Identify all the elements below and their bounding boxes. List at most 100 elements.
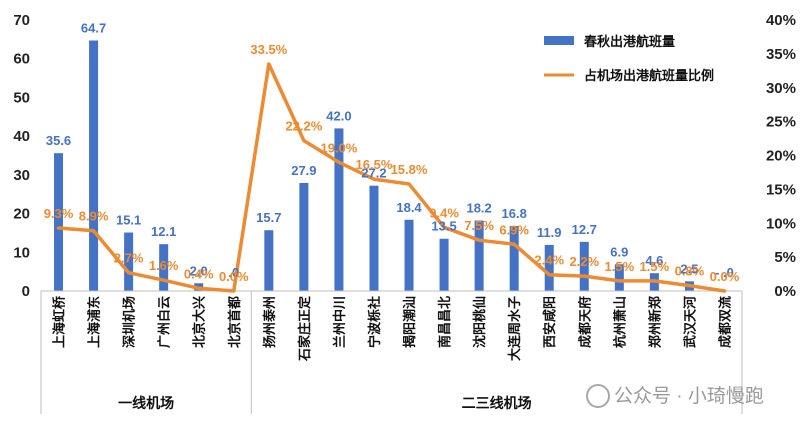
line-value-label: 6.9% xyxy=(499,222,529,237)
x-tick-label: 上海虹桥 xyxy=(52,295,67,348)
y-left-tick-label: 60 xyxy=(13,51,30,68)
bar-value-label: 11.9 xyxy=(537,225,562,240)
bar-value-label: 15.1 xyxy=(116,213,141,228)
x-tick-label: 成都天府 xyxy=(577,296,592,348)
line-value-label: 16.5% xyxy=(356,157,393,172)
x-tick-label: 深圳机场 xyxy=(122,296,137,348)
group-label: 二三线机场 xyxy=(462,395,532,411)
x-tick-label: 北京首都 xyxy=(227,296,242,348)
line-value-label: 1.6% xyxy=(149,258,179,273)
y-right-tick-label: 35% xyxy=(766,46,796,63)
x-tick-label: 成都双流 xyxy=(717,296,732,348)
axes-layer: 0 10 20 30 40 50 60 70 0% 5% 10% 15% 20% 25% 30% 35% 40%… xyxy=(13,12,796,414)
y-left-tick-label: 10 xyxy=(13,244,30,261)
x-tick-label: 石家庄正定 xyxy=(297,296,312,362)
labels-layer: 35.6 64.7 15.1 12.1 2.0 .0 15.7 27.9 42.0 27.2 18.… xyxy=(44,21,740,284)
y-left-tick-label: 40 xyxy=(13,128,30,145)
bar-value-label: 16.8 xyxy=(502,206,527,221)
line-series xyxy=(56,62,727,293)
x-tick-label: 西安咸阳 xyxy=(542,296,557,348)
legend-bar-label: 春秋出港航班量 xyxy=(583,34,675,49)
line-value-label: 2.2% xyxy=(569,254,599,269)
line-value-label: 9.4% xyxy=(429,205,459,220)
x-tick-label: 宁波栎社 xyxy=(367,296,382,348)
y-right-tick-label: 25% xyxy=(766,114,796,131)
line-value-label: 1.5% xyxy=(605,259,635,274)
line-value-label: 0.0% xyxy=(710,269,740,284)
line-value-label: 22.2% xyxy=(285,119,322,134)
line-value-label: 1.5% xyxy=(640,259,670,274)
bar xyxy=(89,40,99,291)
x-tick-label: 南昌昌北 xyxy=(437,296,452,348)
bar-value-label: 18.4 xyxy=(396,200,422,215)
x-tick-label: 大连周水子 xyxy=(507,296,522,361)
line-value-label: 33.5% xyxy=(250,42,287,57)
bar xyxy=(579,241,589,291)
line-value-label: 2.4% xyxy=(534,253,564,268)
y-right-tick-label: 40% xyxy=(766,12,796,29)
bar-value-label: 18.2 xyxy=(466,201,491,216)
bar-value-label: 12.1 xyxy=(151,224,176,239)
bar-value-label: 2.5 xyxy=(680,261,698,276)
legend: 春秋出港航班量 占机场出港航班量比例 xyxy=(544,34,714,83)
bar xyxy=(509,225,519,291)
line-layer xyxy=(56,62,727,293)
watermark: 公众号 · 小琦慢跑 xyxy=(586,384,764,408)
y-right-tick-label: 30% xyxy=(766,80,796,97)
legend-line-label: 占机场出港航班量比例 xyxy=(584,68,714,83)
x-tick-label: 郑州新郑 xyxy=(647,296,662,348)
bar xyxy=(159,244,169,291)
bar-value-label: 2.0 xyxy=(190,263,208,278)
bar xyxy=(544,244,554,291)
group-label: 一线机场 xyxy=(118,395,174,411)
x-tick-label: 武汉天河 xyxy=(682,296,697,348)
y-left-tick-label: 70 xyxy=(13,12,30,29)
bar xyxy=(474,220,484,291)
x-tick-label: 兰州中川 xyxy=(332,296,347,348)
x-tick-label: 揭阳潮汕 xyxy=(402,296,417,348)
watermark-text: 公众号 · 小琦慢跑 xyxy=(614,385,764,407)
bar xyxy=(334,128,344,291)
x-tick-label: 北京大兴 xyxy=(192,296,207,348)
x-tick-label: 杭州萧山 xyxy=(612,296,627,348)
bar-value-label: 15.7 xyxy=(256,210,281,225)
bar xyxy=(264,230,274,291)
line-value-label: 0.8% xyxy=(675,264,705,279)
bar xyxy=(404,219,414,291)
bar-value-label: 35.6 xyxy=(46,133,71,148)
line-value-label: 8.9% xyxy=(79,209,109,224)
bar-value-label: 6.9 xyxy=(610,244,628,259)
x-tick-label: 扬州泰州 xyxy=(262,296,277,348)
line-value-label: 2.7% xyxy=(114,251,144,266)
y-left-tick-label: 20 xyxy=(13,206,30,223)
line-value-label: 7.5% xyxy=(464,218,494,233)
bar-value-label: - .0 xyxy=(715,265,734,280)
bar-value-label: 27.9 xyxy=(291,163,316,178)
y-right-tick-label: 15% xyxy=(766,181,796,198)
bar-value-label: 27.2 xyxy=(361,166,386,181)
bar xyxy=(369,185,379,291)
y-right-tick-label: 5% xyxy=(774,249,796,266)
bar-value-label: 12.7 xyxy=(572,222,597,237)
watermark-icon xyxy=(586,384,610,408)
line-value-label: 0.0% xyxy=(219,269,249,284)
bar xyxy=(54,153,64,291)
x-tick-label: 沈阳桃仙 xyxy=(472,296,487,348)
line-value-label: 15.8% xyxy=(391,162,428,177)
bar-value-label: 13.5 xyxy=(431,219,456,234)
bar-value-label: 42.0 xyxy=(326,108,351,123)
line-value-label: 19.0% xyxy=(320,140,357,155)
bar xyxy=(299,182,309,291)
x-tick-label: 上海浦东 xyxy=(87,296,102,348)
x-tick-label: 广州白云 xyxy=(157,296,172,348)
y-left-tick-label: 0 xyxy=(22,283,30,300)
y-right-tick-label: 0% xyxy=(774,283,796,300)
line-value-label: 0.4% xyxy=(184,266,214,281)
bar-value-label: 64.7 xyxy=(81,21,106,36)
legend-bar-swatch xyxy=(544,36,574,45)
bar xyxy=(124,232,134,291)
line-value-label: 9.3% xyxy=(44,206,74,221)
y-left-tick-label: 30 xyxy=(13,167,30,184)
y-right-tick-label: 10% xyxy=(766,215,796,232)
